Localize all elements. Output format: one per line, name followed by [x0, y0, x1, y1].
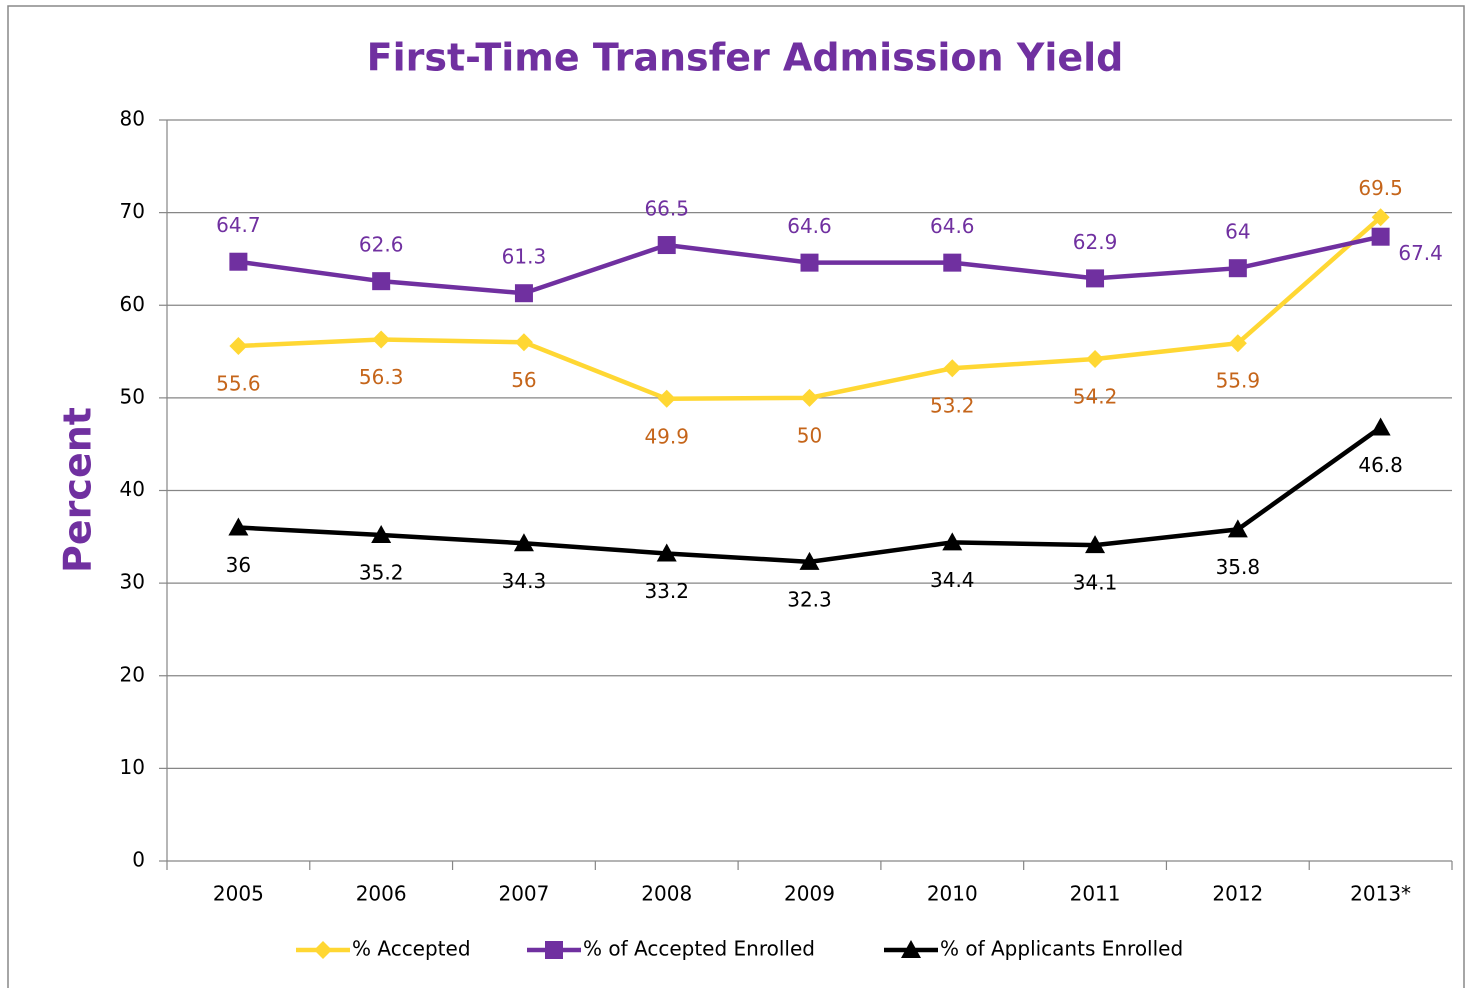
marker	[545, 941, 563, 959]
x-tick-label: 2005	[213, 882, 264, 906]
data-label: 55.6	[216, 372, 261, 396]
data-label: 46.8	[1358, 453, 1403, 477]
data-label: 66.5	[644, 197, 689, 221]
data-label: 64	[1225, 220, 1250, 244]
data-label: 49.9	[644, 424, 689, 448]
data-label: 32.3	[787, 587, 832, 611]
marker	[372, 272, 391, 291]
data-label: 53.2	[930, 394, 975, 418]
marker	[1227, 519, 1248, 538]
y-axis-label: Percent	[56, 407, 100, 573]
x-tick-label: 2006	[356, 882, 407, 906]
data-label: 56.3	[359, 365, 404, 389]
data-label: 54.2	[1073, 384, 1118, 408]
marker	[657, 389, 676, 408]
data-label: 50	[797, 423, 822, 447]
marker	[1085, 535, 1106, 554]
marker	[800, 253, 819, 272]
x-tick-label: 2011	[1070, 882, 1121, 906]
data-label: 33.2	[644, 579, 689, 603]
data-label: 64.6	[930, 214, 975, 238]
x-tick-label: 2013*	[1350, 882, 1411, 906]
x-tick-label: 2008	[641, 882, 692, 906]
y-tick-label: 30	[120, 570, 145, 594]
legend-label: % Accepted	[352, 937, 471, 961]
data-label: 67.4	[1398, 241, 1443, 265]
y-tick-label: 60	[120, 292, 145, 316]
data-label: 34.1	[1073, 571, 1118, 595]
x-tick-label: 2012	[1212, 882, 1263, 906]
marker	[371, 524, 392, 543]
marker	[372, 330, 391, 349]
data-label: 35.2	[359, 560, 404, 584]
marker	[656, 543, 677, 562]
chart-title: First-Time Transfer Admission Yield	[367, 36, 1124, 80]
marker	[800, 388, 819, 407]
data-label: 56	[511, 368, 536, 392]
marker	[942, 532, 963, 551]
y-tick-label: 20	[120, 662, 145, 686]
marker	[228, 517, 249, 536]
data-label: 64.6	[787, 214, 832, 238]
marker	[1370, 417, 1391, 436]
marker	[229, 337, 248, 356]
data-label: 64.7	[216, 213, 261, 237]
marker	[1228, 259, 1247, 278]
data-label: 36	[226, 553, 251, 577]
data-label: 69.5	[1358, 176, 1403, 200]
chart-frame	[7, 5, 1465, 992]
marker	[314, 941, 332, 959]
data-label: 62.9	[1073, 230, 1118, 254]
y-tick-label: 50	[120, 384, 145, 408]
marker	[1086, 269, 1105, 288]
marker	[513, 533, 534, 552]
legend-label: % of Accepted Enrolled	[583, 937, 815, 961]
y-tick-label: 0	[132, 848, 145, 872]
x-tick-label: 2007	[498, 882, 549, 906]
marker	[229, 252, 248, 271]
data-label: 61.3	[502, 245, 547, 269]
data-label: 62.6	[359, 233, 404, 257]
y-tick-label: 10	[120, 755, 145, 779]
y-tick-label: 80	[120, 107, 145, 131]
marker	[943, 253, 962, 272]
legend-label: % of Applicants Enrolled	[940, 937, 1183, 961]
marker	[1371, 227, 1390, 246]
data-label: 35.8	[1216, 555, 1261, 579]
data-label: 34.4	[930, 568, 975, 592]
data-label: 34.3	[502, 569, 547, 593]
x-tick-label: 2009	[784, 882, 835, 906]
y-tick-label: 70	[120, 199, 145, 223]
marker	[943, 359, 962, 378]
x-tick-label: 2010	[927, 882, 978, 906]
marker	[657, 236, 676, 255]
marker	[514, 333, 533, 352]
marker	[1228, 334, 1247, 353]
y-tick-label: 40	[120, 477, 145, 501]
marker	[1371, 208, 1390, 227]
marker	[1086, 349, 1105, 368]
marker	[514, 284, 533, 303]
marker	[901, 940, 921, 958]
data-label: 55.9	[1216, 369, 1261, 393]
marker	[799, 551, 820, 570]
